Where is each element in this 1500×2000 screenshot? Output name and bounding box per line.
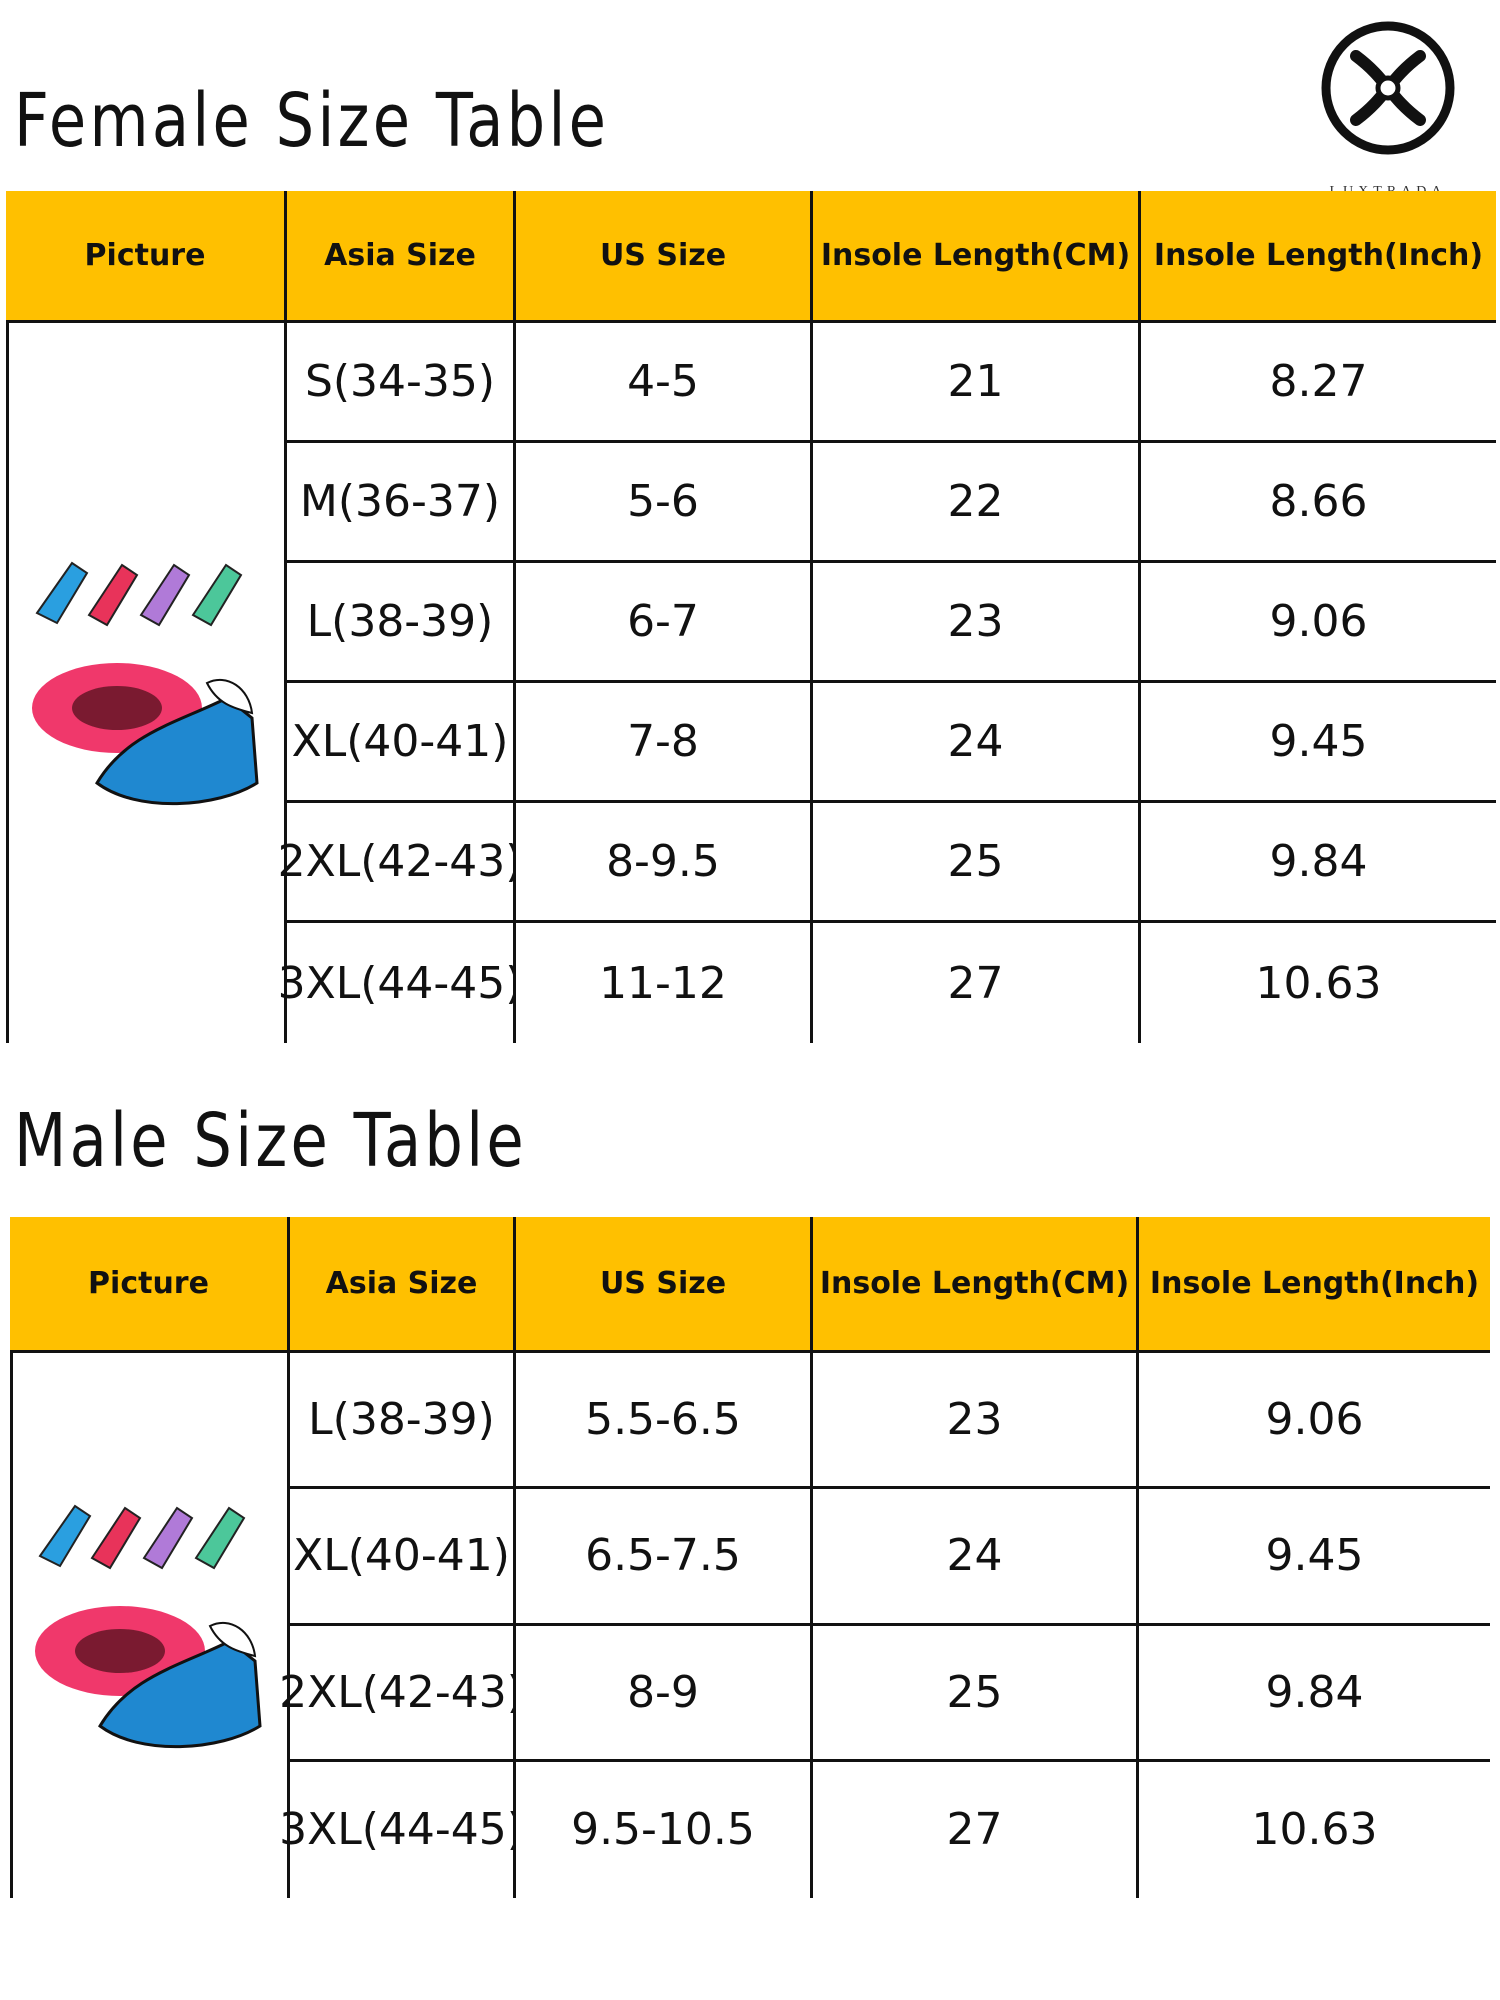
table-cell: 8-9 [516,1625,813,1762]
table-cell: 9.84 [1141,803,1496,923]
table-cell: 23 [813,1353,1139,1490]
table-cell: 23 [813,563,1141,683]
product-image [35,1504,262,1748]
table-cell: 25 [813,1625,1139,1762]
table-cell: 9.5-10.5 [516,1761,813,1898]
table-cell: 6-7 [516,563,813,683]
size-table: Picture Asia Size US Size Insole Length(CM)… [6,191,1496,1043]
header-cell: Insole Length(CM) [813,1217,1139,1353]
header-cell: US Size [516,191,813,323]
header-cell: Insole Length(CM) [813,191,1141,323]
table-cell: 8.66 [1141,443,1496,563]
table-cell: 8.27 [1141,323,1496,443]
size-table: Picture Asia Size US Size Insole Length(CM)… [10,1217,1490,1898]
table-title: Male Size Table [14,1098,527,1184]
table-cell: S(34-35) [287,323,516,443]
table-cell: 7-8 [516,683,813,803]
brand-logo [1321,21,1455,155]
table-cell: 6.5-7.5 [516,1489,813,1626]
table-cell: L(38-39) [287,563,516,683]
table-cell: 21 [813,323,1141,443]
table-cell: 5.5-6.5 [516,1353,813,1490]
header-cell: Insole Length(Inch) [1141,191,1496,323]
table-cell: 27 [813,1761,1139,1898]
table-cell: 24 [813,683,1141,803]
table-cell: 5-6 [516,443,813,563]
table-cell: XL(40-41) [290,1489,516,1626]
header-cell: Asia Size [287,191,516,323]
table-cell: 11-12 [516,923,813,1043]
table-cell: XL(40-41) [287,683,516,803]
header-cell: Picture [10,1217,290,1353]
table-cell: 9.45 [1139,1489,1490,1626]
table-cell: 3XL(44-45) [279,1761,524,1898]
table-cell: 10.63 [1139,1761,1490,1898]
table-cell: 10.63 [1141,923,1496,1043]
table-cell: L(38-39) [290,1353,516,1490]
table-cell: 2XL(42-43) [279,1625,524,1762]
header-cell: Insole Length(Inch) [1139,1217,1490,1353]
table-cell: 22 [813,443,1141,563]
picture-cell [9,323,287,1043]
table-cell: 2XL(42-43) [278,803,522,923]
table-cell: 27 [813,923,1141,1043]
table-cell: 9.84 [1139,1625,1490,1762]
table-cell: M(36-37) [287,443,516,563]
table-cell: 24 [813,1489,1139,1626]
header-cell: US Size [516,1217,813,1353]
table-title: Female Size Table [14,78,610,164]
picture-cell [13,1353,290,1898]
table-cell: 9.06 [1141,563,1496,683]
table-cell: 3XL(44-45) [278,923,522,1043]
product-image [31,561,259,806]
header-cell: Picture [6,191,287,323]
header-cell: Asia Size [290,1217,516,1353]
table-cell: 25 [813,803,1141,923]
table-cell: 4-5 [516,323,813,443]
table-cell: 8-9.5 [516,803,813,923]
table-cell: 9.45 [1141,683,1496,803]
table-cell: 9.06 [1139,1353,1490,1490]
